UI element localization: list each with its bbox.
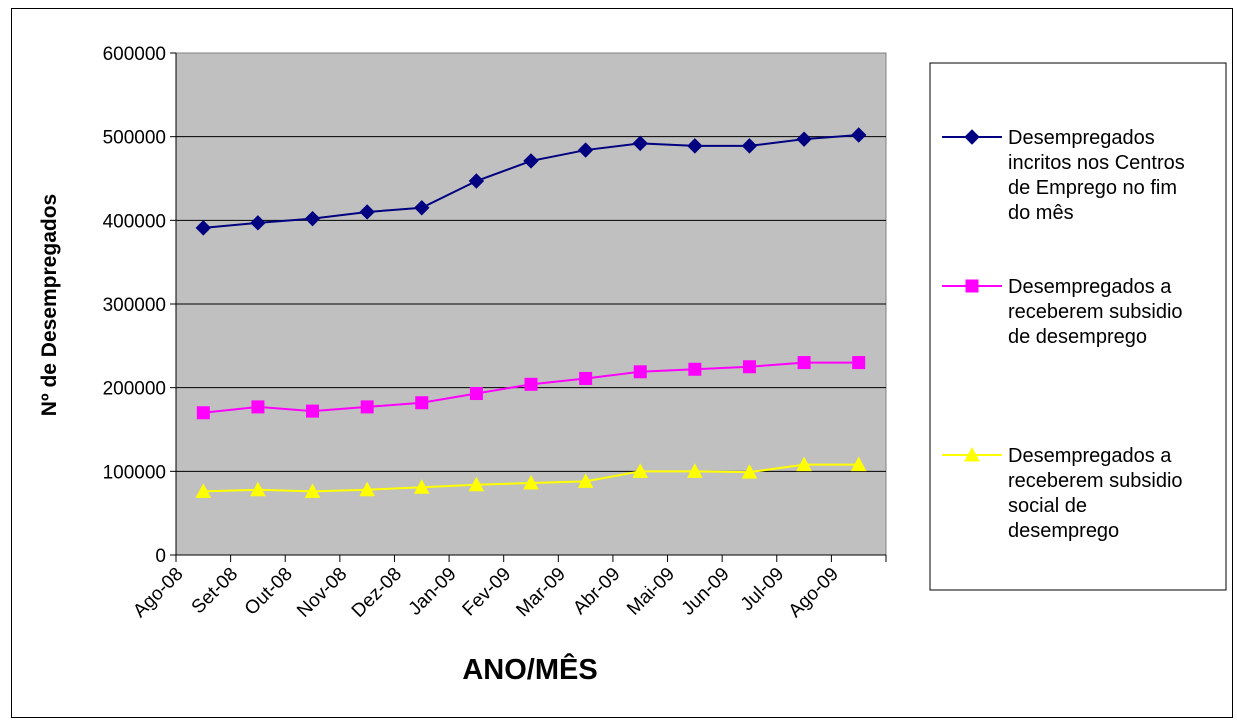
y-tick-label: 0 [155, 546, 166, 567]
y-tick-label: 200000 [103, 379, 166, 400]
data-point [579, 371, 593, 385]
data-point [195, 220, 212, 236]
x-tick-label: Set-08 [188, 564, 242, 618]
data-point [304, 483, 321, 498]
series-group [195, 127, 867, 498]
y-axis-ticks: 0 100000 200000 300000 400000 500000 600000 [103, 44, 177, 567]
data-point [468, 476, 485, 492]
x-tick-label: Fev-09 [459, 564, 516, 621]
legend-swatch-marker [964, 129, 980, 145]
x-tick-label: Jan-09 [405, 564, 461, 620]
y-axis-title: Nº de Desempregados [38, 194, 61, 416]
data-point [250, 481, 266, 497]
data-point [468, 173, 485, 189]
data-point [251, 400, 265, 414]
data-point [359, 481, 375, 497]
data-point [414, 200, 430, 216]
data-point [359, 204, 375, 220]
legend-label: Desempregados a [1008, 276, 1172, 298]
legend-label: receberem subsidio [1008, 470, 1183, 492]
data-point [360, 400, 374, 414]
series-1 [195, 127, 867, 236]
legend-entry-1: Desempregados incritos nos Centros de Empr… [942, 127, 1185, 224]
legend-label: desemprego [1008, 520, 1119, 542]
data-point [523, 474, 539, 490]
legend-entry-3: Desempregados a receberem subsidio social … [942, 445, 1183, 542]
series-2 [196, 356, 866, 420]
data-point [688, 362, 702, 376]
data-point [797, 356, 811, 370]
legend-box [929, 62, 1227, 591]
y-tick-label: 500000 [103, 128, 166, 149]
legend-label: Desempregados [1008, 127, 1155, 149]
x-tick-label: Nov-08 [293, 564, 351, 622]
x-tick-label: Mai-09 [623, 564, 679, 620]
x-tick-label: Mar-09 [512, 564, 569, 621]
data-point [850, 456, 867, 472]
x-tick-label: Abr-09 [569, 564, 624, 619]
legend-label: de Emprego no fim [1008, 177, 1177, 199]
legend-label: social de [1008, 495, 1087, 517]
x-tick-label: Out-08 [241, 564, 297, 620]
x-tick-label: Jun-09 [678, 564, 734, 620]
data-point [687, 463, 703, 478]
x-tick-label: Dez-08 [348, 564, 406, 622]
data-point [796, 131, 812, 147]
y-tick-label: 400000 [103, 211, 166, 232]
data-point [741, 464, 758, 479]
legend-label: incritos nos Centros [1008, 152, 1185, 174]
data-point [523, 153, 539, 169]
data-point [577, 473, 594, 488]
legend-swatch-marker [965, 279, 979, 293]
y-tick-label: 300000 [103, 295, 166, 316]
data-point [633, 365, 647, 379]
data-point [741, 138, 758, 154]
data-point [415, 396, 429, 410]
data-point [524, 377, 538, 391]
y-tick-label: 100000 [103, 462, 166, 483]
y-tick-label: 600000 [103, 44, 166, 65]
data-point [687, 138, 703, 154]
data-point [577, 142, 594, 158]
data-point [195, 483, 212, 498]
x-axis-title: ANO/MÊS [462, 652, 597, 686]
legend-label: do mês [1008, 202, 1074, 224]
data-point [850, 127, 867, 143]
data-point [250, 215, 266, 231]
data-point [852, 356, 866, 370]
legend-swatch-marker [964, 446, 980, 462]
legend-entry-2: Desempregados a receberem subsidio de dese… [942, 276, 1183, 348]
legend-label: de desemprego [1008, 326, 1147, 348]
x-tick-label: Jul-09 [737, 564, 788, 615]
data-point [196, 406, 210, 420]
legend-label: receberem subsidio [1008, 301, 1183, 323]
data-point [632, 463, 649, 478]
data-point [413, 479, 430, 494]
data-point [742, 360, 756, 374]
series-3 [195, 456, 867, 498]
x-tick-label: Ago-09 [785, 564, 843, 622]
x-tick-label: Ago-08 [129, 564, 187, 622]
data-point [632, 135, 648, 152]
legend-label: Desempregados a [1008, 445, 1172, 467]
legend: Desempregados incritos nos Centros de Empr… [942, 127, 1185, 542]
data-point [304, 210, 321, 227]
data-point [306, 404, 320, 418]
data-point [469, 387, 483, 401]
x-axis-ticks: Ago-08 Set-08Out-08Nov-08Dez-08Jan-09Fev-… [129, 554, 887, 622]
data-point [796, 456, 812, 472]
